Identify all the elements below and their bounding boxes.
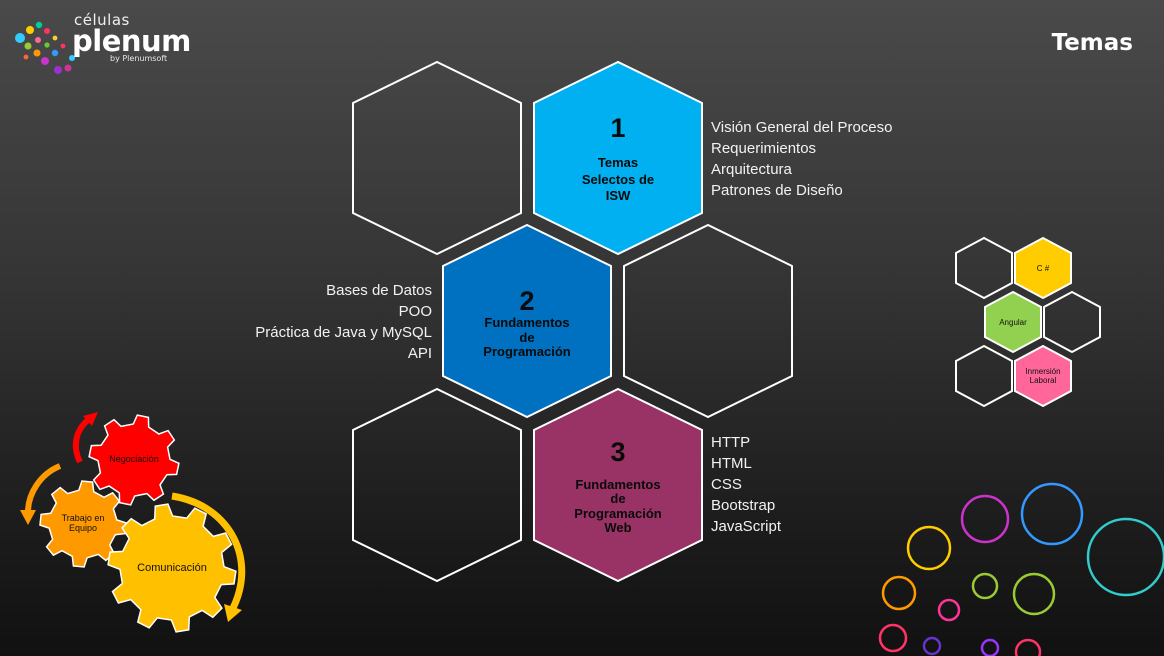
gear-comunicacion: Comunicación: [107, 503, 237, 633]
hexagon-topic-2: 2 Fundamentos de Programación: [442, 223, 612, 419]
logo-dots: [15, 21, 75, 74]
hexagon-3-label-line-2: de: [610, 491, 625, 506]
page-title: Temas: [1051, 30, 1133, 56]
hexagon-2-label-line-2: de: [519, 330, 534, 345]
logo-by-text: by Plenumsoft: [110, 54, 168, 63]
mini-hexagon-angular: Angular: [984, 290, 1042, 354]
deco-circle: [878, 623, 908, 653]
topic-3-item: JavaScript: [711, 518, 782, 535]
gear-comunicacion-shape: [107, 503, 237, 633]
mini-hexagon-inmersion-label-line-2: Laboral: [1030, 376, 1057, 385]
mini-empty-hexagon: [955, 236, 1013, 300]
topic-2-item: API: [407, 345, 432, 362]
hexagon-3-label-line-1: Fundamentos: [575, 477, 660, 492]
hexagon-2-number: 2: [519, 286, 534, 316]
gear-negociacion-label: Negociación: [109, 454, 159, 464]
deco-circle: [881, 575, 917, 611]
topic-3-item: HTTP: [711, 434, 751, 451]
gear-negociacion-shape: [88, 414, 180, 506]
topic-3-item: HTML: [711, 455, 752, 472]
topic-1-list: Visión General del Proceso Requerimiento…: [711, 117, 893, 201]
empty-hexagon-bottom-left: [352, 387, 522, 583]
orange-arrow-head: [20, 510, 36, 525]
gear-trabajo-label-line-2: Equipo: [69, 523, 97, 533]
topic-3-item: Bootstrap: [711, 497, 776, 514]
yellow-arrow-head: [224, 604, 242, 622]
topic-1-item: Requerimientos: [711, 140, 817, 157]
deco-circle: [1086, 517, 1164, 597]
mini-hexagon-angular-label: Angular: [999, 318, 1027, 327]
topic-2-item: POO: [398, 303, 432, 320]
hexagon-2-label-line-1: Fundamentos: [484, 315, 569, 330]
red-arrow-head: [83, 412, 98, 426]
hexagon-topic-1: 1 Temas Selectos de ISW: [533, 60, 703, 256]
mini-hexagon-inmersion-label-line-1: Inmersión: [1025, 367, 1060, 376]
deco-circle: [1012, 572, 1056, 616]
topic-2-list: Bases de Datos POO Práctica de Java y My…: [255, 280, 432, 364]
hexagon-3-label-line-3: Programación: [574, 506, 661, 521]
topic-2-item: Bases de Datos: [326, 282, 432, 299]
mini-empty-hexagon: [1043, 290, 1101, 354]
gear-comunicacion-label: Comunicación: [137, 562, 207, 574]
topic-1-item: Visión General del Proceso: [711, 119, 893, 136]
logo-top-text: células: [74, 11, 130, 29]
hexagon-2-label-line-3: Programación: [483, 344, 570, 359]
mini-hexagon-csharp: C #: [1014, 236, 1072, 300]
topic-3-list: HTTP HTML CSS Bootstrap JavaScript: [711, 432, 781, 537]
deco-circle: [980, 638, 1000, 656]
hexagon-1-number: 1: [610, 113, 625, 143]
deco-circle: [960, 494, 1010, 544]
deco-circle: [1020, 482, 1084, 546]
mini-hexagon-inmersion: Inmersión Laboral: [1014, 344, 1072, 408]
hexagon-3-label-line-4: Web: [604, 520, 631, 535]
deco-circle: [922, 636, 942, 656]
gear-trabajo-label-line-1: Trabajo en: [62, 513, 105, 523]
yellow-arrow: [171, 492, 246, 612]
orange-arrow: [25, 463, 62, 513]
topic-1-item: Patrones de Diseño: [711, 182, 843, 199]
topic-1-item: Arquitectura: [711, 161, 792, 178]
hexagon-1-label-line-2: Selectos de: [582, 172, 654, 187]
topic-2-item: Práctica de Java y MySQL: [255, 324, 432, 341]
deco-circle: [906, 525, 952, 571]
empty-hexagon-middle-right: [623, 223, 793, 419]
empty-hexagon-top-left: [352, 60, 522, 256]
red-arrow: [72, 417, 91, 464]
gear-negociacion: Negociación: [88, 414, 180, 506]
deco-circle: [1014, 638, 1042, 656]
hexagon-1-label-line-3: ISW: [606, 188, 631, 203]
mini-hexagon-csharp-label: C #: [1037, 264, 1050, 273]
mini-empty-hexagon: [955, 344, 1013, 408]
logo-main-text: plenum: [72, 24, 191, 58]
deco-circle: [971, 572, 999, 600]
topic-3-item: CSS: [711, 476, 742, 493]
hexagon-3-number: 3: [610, 437, 625, 467]
hexagon-topic-3: 3 Fundamentos de Programación Web: [533, 387, 703, 583]
hexagon-1-label-line-1: Temas: [598, 155, 638, 170]
deco-circle: [937, 598, 961, 622]
